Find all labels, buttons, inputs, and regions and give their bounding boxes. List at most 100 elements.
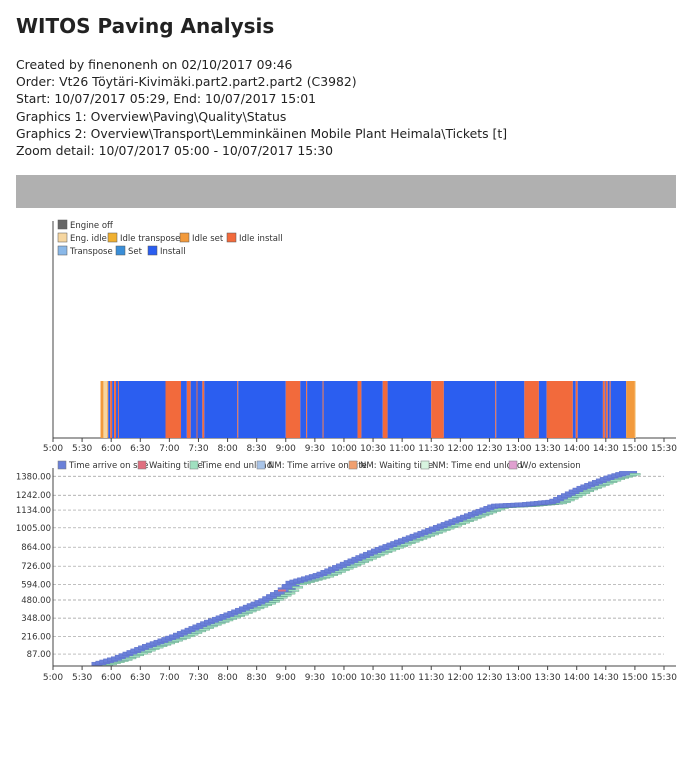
ticket-y-tick-label: 348.00 [21, 614, 51, 624]
status-segment [202, 381, 205, 438]
status-segment [117, 381, 119, 438]
status-x-tick-label: 5:00 [43, 444, 63, 454]
status-legend-label: Idle transpose [120, 234, 180, 244]
ticket-x-tick-label: 14:30 [593, 673, 619, 683]
ticket-legend-label: NM: Time end unload [432, 461, 522, 471]
status-segment [285, 381, 301, 438]
status-x-tick-label: 9:30 [305, 444, 325, 454]
ticket-y-tick-label: 1005.00 [16, 524, 51, 534]
status-legend-swatch [226, 232, 237, 243]
ticket-legend-swatch [256, 460, 266, 470]
status-segment [114, 381, 117, 438]
ticket-unload-bar [276, 596, 288, 599]
status-segment [546, 381, 573, 438]
zoom-line: Zoom detail: 10/07/2017 05:00 - 10/07/20… [16, 143, 334, 159]
status-legend-swatch [147, 245, 158, 256]
status-segment [300, 381, 307, 438]
status-segment [204, 381, 238, 438]
ticket-x-tick-label: 12:00 [447, 673, 473, 683]
status-segment [196, 381, 198, 438]
status-segment [103, 381, 108, 438]
ticket-legend-label: Time arrive on site [68, 461, 149, 471]
ticket-x-tick-label: 9:00 [276, 673, 296, 683]
status-segment [181, 381, 187, 438]
status-x-tick-label: 13:00 [506, 444, 532, 454]
ticket-unload-bar [567, 497, 579, 500]
ticket-legend-label: NM: Time arrive on site [268, 461, 367, 471]
ticket-x-tick-label: 5:30 [72, 673, 92, 683]
ticket-y-tick-label: 480.00 [21, 596, 51, 606]
ticket-y-tick-label: 594.00 [21, 580, 51, 590]
ticket-x-tick-label: 8:00 [217, 673, 237, 683]
status-segment [237, 381, 239, 438]
status-x-tick-label: 14:30 [593, 444, 619, 454]
ticket-x-tick-label: 5:00 [43, 673, 63, 683]
status-segment [602, 381, 605, 438]
status-segment [116, 381, 118, 438]
ticket-y-tick-label: 864.00 [21, 543, 51, 553]
ticket-legend-label: Waiting time [149, 461, 203, 471]
status-x-tick-label: 8:30 [247, 444, 267, 454]
status-x-tick-label: 6:00 [101, 444, 121, 454]
ticket-y-tick-label: 726.00 [21, 562, 51, 572]
graphics1-line: Graphics 1: Overview\Paving\Quality\Stat… [16, 108, 287, 124]
status-segment [443, 381, 496, 438]
ticket-x-tick-label: 9:30 [305, 673, 325, 683]
status-segment [577, 381, 603, 438]
ticket-legend-label: NM: Waiting time [360, 461, 433, 471]
status-segment [112, 381, 115, 438]
status-segment [110, 381, 113, 438]
ticket-x-tick-label: 11:00 [389, 673, 415, 683]
status-segment [495, 381, 497, 438]
order-line: Order: Vt26 Töytäri-Kivimäki.part2.part2… [16, 74, 357, 90]
status-segment [306, 381, 308, 438]
ticket-y-tick-label: 216.00 [21, 632, 51, 642]
status-segment [165, 381, 182, 438]
status-x-tick-label: 15:30 [651, 444, 677, 454]
ticket-legend-swatch [57, 460, 67, 470]
ticket-unload-bar [563, 499, 575, 502]
status-segment [100, 381, 104, 438]
status-segment [190, 381, 197, 438]
created-line: Created by finenonenh on 02/10/2017 09:4… [16, 57, 293, 72]
status-x-tick-label: 8:00 [217, 444, 237, 454]
report-meta: Created by finenonenh on 02/10/2017 09:4… [16, 56, 507, 159]
status-segment [610, 381, 627, 438]
ticket-x-tick-label: 6:30 [130, 673, 150, 683]
status-segment [634, 381, 636, 438]
status-x-tick-label: 12:00 [447, 444, 473, 454]
status-segment [238, 381, 286, 438]
ticket-unload-bar [272, 598, 284, 601]
ticket-x-tick-label: 7:30 [188, 673, 208, 683]
status-segment [431, 381, 444, 438]
status-x-tick-label: 11:30 [418, 444, 444, 454]
ticket-legend-swatch [137, 460, 147, 470]
status-segment [605, 381, 608, 438]
status-x-tick-label: 10:00 [331, 444, 357, 454]
ticket-y-tick-label: 1242.00 [16, 491, 51, 501]
status-x-tick-label: 15:00 [622, 444, 648, 454]
ticket-legend-swatch [348, 460, 358, 470]
status-segment [118, 381, 166, 438]
ticket-legend-swatch [189, 460, 199, 470]
status-x-tick-label: 14:00 [564, 444, 590, 454]
ticket-legend-swatch [508, 460, 518, 470]
status-segment [357, 381, 362, 438]
status-segment [575, 381, 578, 438]
ticket-y-tick-label: 1380.00 [16, 472, 51, 482]
status-x-tick-label: 6:30 [130, 444, 150, 454]
status-segment [609, 381, 611, 438]
ticket-unload-bar [280, 594, 292, 597]
ticket-unload-bar [629, 473, 641, 476]
ticket-unload-bar [265, 602, 276, 605]
status-segment [387, 381, 432, 438]
status-legend-swatch [57, 232, 68, 243]
status-segment [572, 381, 576, 438]
header-banner [16, 175, 676, 208]
ticket-x-tick-label: 15:00 [622, 673, 648, 683]
status-segment [197, 381, 203, 438]
ticket-legend-label: Time end unload [200, 461, 272, 471]
ticket-x-tick-label: 15:30 [651, 673, 677, 683]
ticket-y-tick-label: 1134.00 [16, 506, 51, 516]
